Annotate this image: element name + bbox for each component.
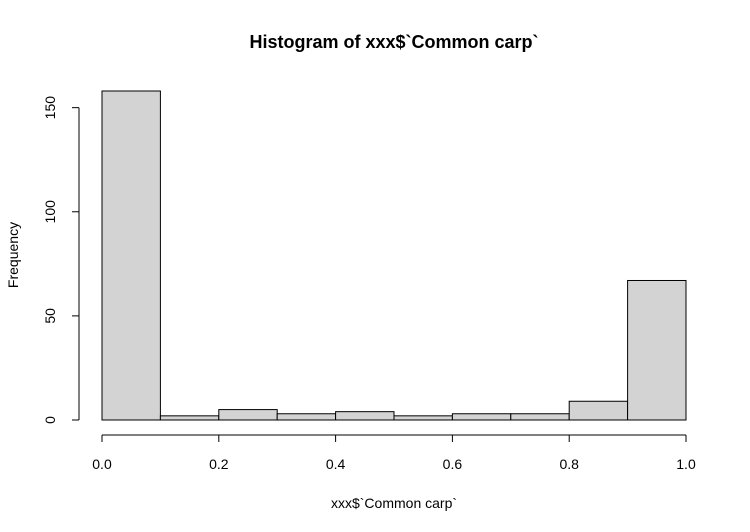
histogram-bar-7 <box>510 413 570 421</box>
bars-group <box>101 90 687 421</box>
x-tick-label-5: 1.0 <box>676 456 696 472</box>
histogram-bar-9 <box>627 279 687 421</box>
histogram-bar-3 <box>276 413 337 421</box>
histogram-bar-6 <box>451 413 512 421</box>
x-axis: 0.0 0.2 0.4 0.6 0.8 1.0 <box>92 434 696 472</box>
x-tick-label-0: 0.0 <box>92 456 112 472</box>
histogram-bar-0 <box>101 90 161 421</box>
y-tick-label-2: 100 <box>42 200 58 224</box>
chart-title: Histogram of xxx$`Common carp` <box>249 32 538 52</box>
y-tick-label-1: 50 <box>42 308 58 324</box>
y-axis-label: Frequency <box>5 222 21 288</box>
x-axis-label: xxx$`Common carp` <box>331 495 457 511</box>
x-tick-label-1: 0.2 <box>209 456 229 472</box>
x-tick-label-2: 0.4 <box>326 456 346 472</box>
y-axis: 0 50 100 150 <box>42 96 80 424</box>
histogram-bar-2 <box>218 409 278 421</box>
y-tick-label-0: 0 <box>42 416 58 424</box>
histogram-bar-8 <box>568 400 629 421</box>
histogram-bar-1 <box>159 415 220 421</box>
histogram-bar-4 <box>335 411 395 421</box>
x-tick-label-4: 0.8 <box>559 456 579 472</box>
x-tick-label-3: 0.6 <box>443 456 463 472</box>
histogram-bar-5 <box>393 415 453 421</box>
y-tick-label-3: 150 <box>42 96 58 120</box>
